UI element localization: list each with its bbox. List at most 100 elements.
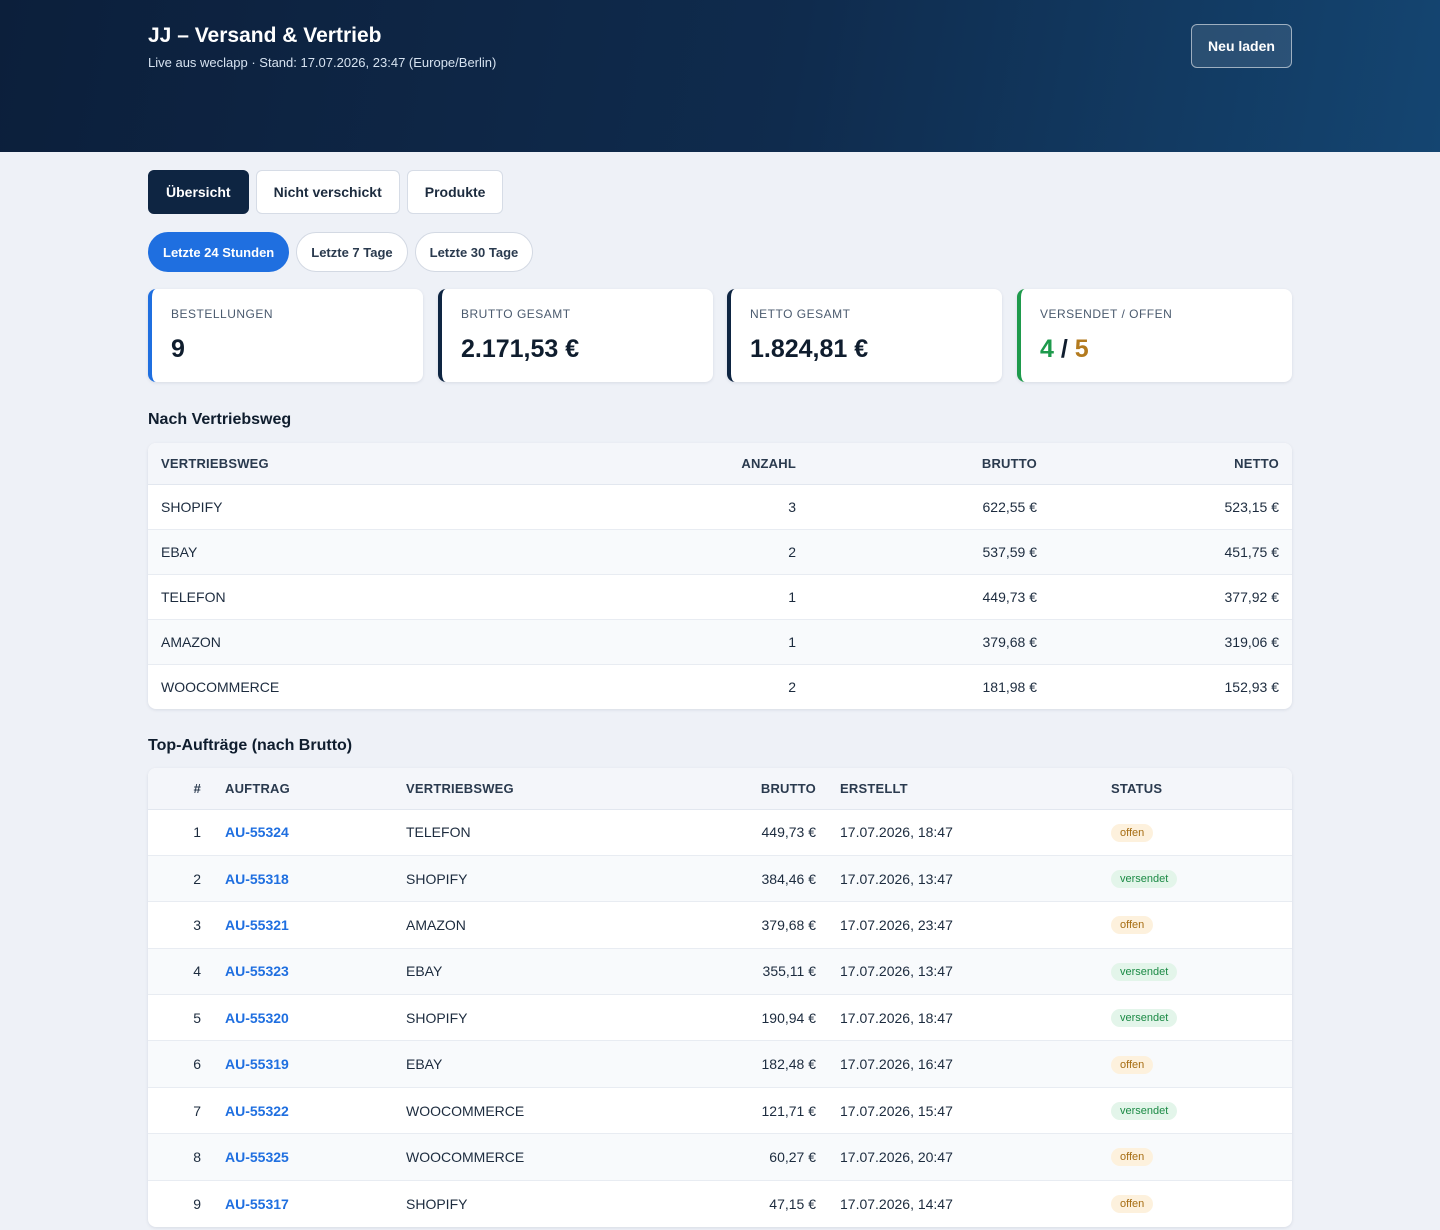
- kpi-orders-value: 9: [171, 335, 185, 363]
- order-gross-cell: 47,15 €: [644, 1180, 828, 1226]
- order-created-cell: 17.07.2026, 18:47: [828, 809, 1099, 856]
- order-rank-cell: 7: [148, 1087, 213, 1135]
- table-row: 6 AU-55319 EBAY 182,48 € 17.07.2026, 16:47 of…: [148, 1040, 1292, 1088]
- order-link[interactable]: AU-55322: [225, 1102, 289, 1119]
- status-badge: versendet: [1111, 1009, 1178, 1028]
- tab-overview[interactable]: Übersicht: [148, 170, 249, 214]
- order-link-cell: AU-55319: [213, 1040, 394, 1088]
- order-link[interactable]: AU-55317: [225, 1195, 289, 1212]
- order-rank-cell: 4: [148, 948, 213, 996]
- order-status-cell: versendet: [1099, 1087, 1292, 1135]
- channel-gross: 537,59 €: [809, 529, 1050, 575]
- channel-count: 3: [663, 484, 809, 530]
- order-channel: WOOCOMMERCE: [406, 1148, 525, 1165]
- order-link[interactable]: AU-55318: [225, 870, 289, 887]
- col-header-gross[interactable]: BRUTTO: [644, 768, 828, 810]
- table-header-row: VERTRIEBSWEG ANZAHL BRUTTO NETTO: [148, 443, 1292, 485]
- order-channel: SHOPIFY: [406, 1009, 468, 1026]
- order-link-cell: AU-55324: [213, 809, 394, 856]
- channel-gross: 449,73 €: [809, 574, 1050, 620]
- order-gross: 121,71 €: [761, 1102, 817, 1119]
- order-created-cell: 17.07.2026, 16:47: [828, 1040, 1099, 1088]
- order-gross: 379,68 €: [761, 916, 817, 933]
- kpi-shipped-label: VERSENDET / OFFEN: [1040, 307, 1173, 321]
- order-channel-cell: WOOCOMMERCE: [394, 1133, 644, 1181]
- range-7d-button[interactable]: Letzte 7 Tage: [296, 232, 408, 272]
- order-link-cell: AU-55323: [213, 948, 394, 996]
- order-created: 17.07.2026, 14:47: [840, 1195, 953, 1212]
- table-row: AMAZON 1 379,68 € 319,06 €: [148, 619, 1292, 665]
- table-row: 1 AU-55324 TELEFON 449,73 € 17.07.2026, 18:4…: [148, 809, 1292, 856]
- channel-name: EBAY: [148, 529, 663, 575]
- order-link-cell: AU-55320: [213, 994, 394, 1042]
- order-channel: SHOPIFY: [406, 870, 468, 887]
- table-row: 8 AU-55325 WOOCOMMERCE 60,27 € 17.07.2026, 2…: [148, 1133, 1292, 1181]
- table-row: 9 AU-55317 SHOPIFY 47,15 € 17.07.2026, 14:47…: [148, 1180, 1292, 1226]
- kpi-gross-value: 2.171,53 €: [461, 335, 580, 363]
- col-header-channel[interactable]: VERTRIEBSWEG: [394, 768, 644, 810]
- col-header-net[interactable]: NETTO: [1050, 443, 1292, 485]
- channel-count: 1: [663, 574, 809, 620]
- col-header-rank[interactable]: #: [148, 768, 213, 810]
- table-row: 5 AU-55320 SHOPIFY 190,94 € 17.07.2026, 18:4…: [148, 994, 1292, 1042]
- table-row: EBAY 2 537,59 € 451,75 €: [148, 529, 1292, 575]
- order-status-cell: offen: [1099, 809, 1292, 856]
- tab-not-shipped[interactable]: Nicht verschickt: [255, 170, 400, 214]
- col-header-count[interactable]: ANZAHL: [663, 443, 809, 485]
- order-channel-cell: SHOPIFY: [394, 994, 644, 1042]
- kpi-cards: BESTELLUNGEN 9 BRUTTO GESAMT 2.171,53 € …: [148, 289, 1292, 382]
- status-badge: offen: [1111, 1195, 1154, 1214]
- tab-products[interactable]: Produkte: [406, 170, 504, 214]
- order-created-cell: 17.07.2026, 13:47: [828, 855, 1099, 903]
- order-link[interactable]: AU-55321: [225, 916, 289, 933]
- order-gross-cell: 379,68 €: [644, 901, 828, 949]
- col-header-status[interactable]: STATUS: [1099, 768, 1292, 810]
- channels-table: VERTRIEBSWEG ANZAHL BRUTTO NETTO SHOPIFY…: [148, 443, 1292, 709]
- order-link[interactable]: AU-55324: [225, 824, 289, 841]
- kpi-net-value: 1.824,81 €: [750, 335, 869, 363]
- channel-count: 2: [663, 529, 809, 575]
- order-link[interactable]: AU-55323: [225, 963, 289, 980]
- order-status-cell: offen: [1099, 1040, 1292, 1088]
- col-header-channel[interactable]: VERTRIEBSWEG: [148, 443, 663, 485]
- order-created: 17.07.2026, 20:47: [840, 1148, 953, 1165]
- order-link-cell: AU-55321: [213, 901, 394, 949]
- order-channel: TELEFON: [406, 824, 471, 841]
- kpi-orders-label: BESTELLUNGEN: [171, 307, 274, 321]
- order-rank: 4: [193, 963, 201, 980]
- order-rank: 8: [193, 1148, 201, 1165]
- col-header-created[interactable]: ERSTELLT: [828, 768, 1099, 810]
- order-rank: 2: [193, 870, 201, 887]
- order-rank: 5: [193, 1009, 201, 1026]
- channel-net: 377,92 €: [1050, 574, 1292, 620]
- order-gross-cell: 60,27 €: [644, 1133, 828, 1181]
- order-rank-cell: 2: [148, 855, 213, 903]
- order-link[interactable]: AU-55319: [225, 1056, 289, 1073]
- order-link-cell: AU-55318: [213, 855, 394, 903]
- table-row: WOOCOMMERCE 2 181,98 € 152,93 €: [148, 664, 1292, 709]
- order-status-cell: offen: [1099, 901, 1292, 949]
- range-30d-button[interactable]: Letzte 30 Tage: [414, 232, 534, 272]
- main-tabs: Übersicht Nicht verschickt Produkte: [148, 170, 504, 214]
- kpi-gross-label: BRUTTO GESAMT: [461, 307, 571, 321]
- channel-gross: 622,55 €: [809, 484, 1050, 530]
- order-link[interactable]: AU-55325: [225, 1148, 289, 1165]
- order-gross-cell: 121,71 €: [644, 1087, 828, 1135]
- channel-gross: 379,68 €: [809, 619, 1050, 665]
- order-created: 17.07.2026, 13:47: [840, 963, 953, 980]
- reload-button[interactable]: Neu laden: [1191, 24, 1292, 68]
- order-created: 17.07.2026, 18:47: [840, 824, 953, 841]
- order-channel-cell: TELEFON: [394, 809, 644, 856]
- order-channel: SHOPIFY: [406, 1195, 468, 1212]
- status-badge: versendet: [1111, 962, 1178, 981]
- channel-count: 2: [788, 678, 796, 695]
- table-header-row: # AUFTRAG VERTRIEBSWEG BRUTTO ERSTELLT S…: [148, 768, 1292, 810]
- col-header-order[interactable]: AUFTRAG: [213, 768, 394, 810]
- table-row: 7 AU-55322 WOOCOMMERCE 121,71 € 17.07.2026, …: [148, 1087, 1292, 1135]
- page-subtitle: Live aus weclapp · Stand: 17.07.2026, 23…: [148, 55, 497, 70]
- range-24h-button[interactable]: Letzte 24 Stunden: [148, 232, 290, 272]
- order-created: 17.07.2026, 15:47: [840, 1102, 953, 1119]
- col-header-gross[interactable]: BRUTTO: [809, 443, 1050, 485]
- order-link[interactable]: AU-55320: [225, 1009, 289, 1026]
- kpi-shipped-open: VERSENDET / OFFEN 4 / 5: [1017, 289, 1292, 382]
